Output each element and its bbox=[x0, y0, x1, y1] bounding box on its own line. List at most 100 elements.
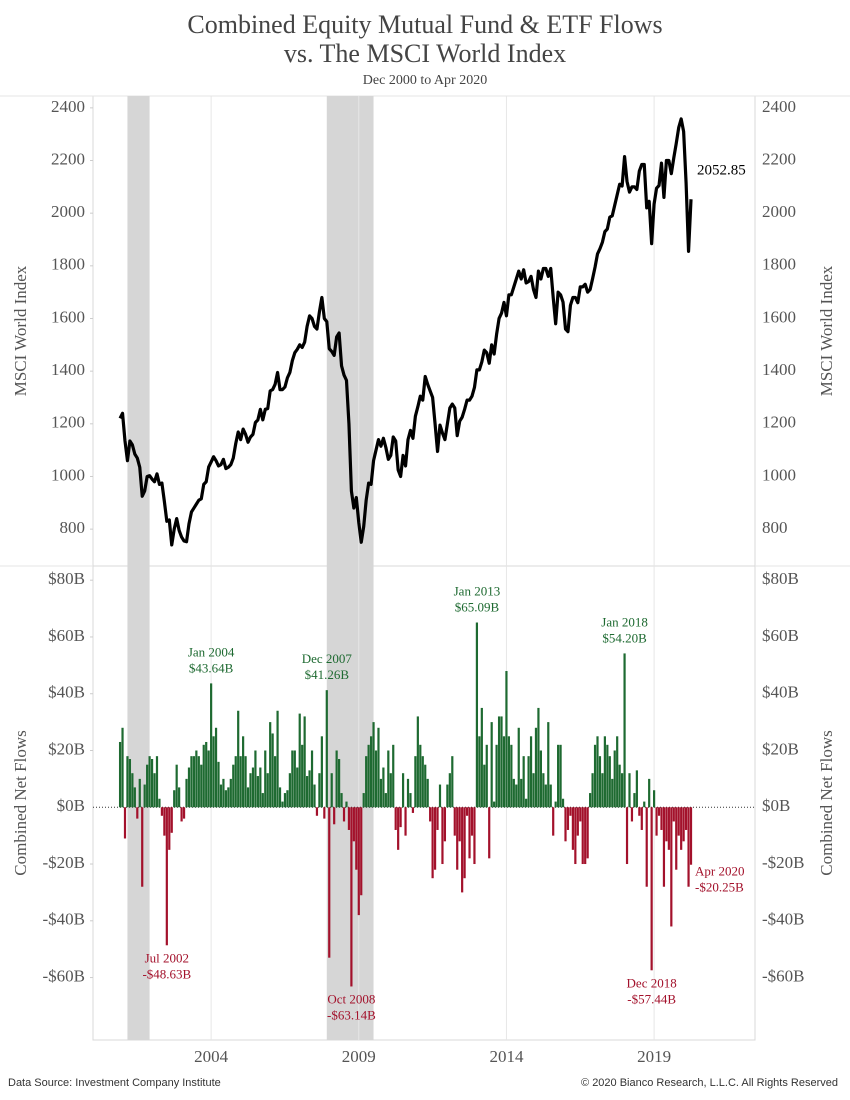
flow-bar bbox=[200, 764, 203, 808]
flow-bar bbox=[653, 790, 656, 808]
flow-bar bbox=[397, 807, 400, 850]
flow-bar bbox=[630, 807, 634, 822]
flow-bar bbox=[618, 764, 621, 808]
y2-tick-label: -$20B bbox=[762, 853, 805, 872]
flow-bar bbox=[493, 801, 496, 808]
copyright: © 2020 Bianco Research, L.L.C. All Right… bbox=[581, 1077, 838, 1089]
annotation-value: -$57.44B bbox=[627, 991, 676, 1006]
flow-bar bbox=[274, 756, 277, 808]
flow-bar bbox=[441, 807, 444, 865]
flow-bar bbox=[682, 807, 685, 842]
plot-frame bbox=[92, 95, 756, 1041]
y-tick-label: -$20B bbox=[43, 853, 86, 872]
flow-bar bbox=[633, 793, 636, 808]
flow-bar bbox=[192, 756, 195, 808]
flow-bar bbox=[387, 750, 390, 808]
y-tick-label: $40B bbox=[48, 683, 85, 702]
y2-tick-label: 1200 bbox=[762, 413, 796, 432]
y2-axis-title: MSCI World Index bbox=[817, 265, 836, 396]
flow-bar bbox=[379, 778, 383, 808]
flow-bar bbox=[180, 807, 183, 822]
flow-bar bbox=[613, 750, 616, 808]
annotation-value: -$63.14B bbox=[327, 1007, 376, 1022]
flow-bar bbox=[296, 767, 299, 808]
y2-tick-label: $20B bbox=[762, 739, 799, 758]
y-tick-label: $80B bbox=[48, 569, 85, 588]
y-tick-label: 1400 bbox=[51, 360, 85, 379]
flow-bar bbox=[640, 807, 643, 830]
flow-bar bbox=[256, 776, 259, 808]
annotation-value: $43.64B bbox=[189, 660, 234, 675]
annotation-value: $54.20B bbox=[602, 630, 647, 645]
flow-bar bbox=[451, 756, 454, 808]
source: Data Source: Investment Company Institut… bbox=[8, 1077, 221, 1089]
flow-bar bbox=[205, 741, 208, 808]
y-tick-label: 1000 bbox=[51, 465, 85, 484]
flow-bar bbox=[389, 773, 392, 808]
flow-bar bbox=[552, 807, 555, 836]
flow-bar bbox=[571, 807, 574, 850]
flow-bar bbox=[377, 727, 380, 808]
flow-bar bbox=[485, 744, 488, 808]
flow-bar bbox=[591, 773, 594, 808]
flow-bar bbox=[517, 727, 520, 808]
flow-bar bbox=[333, 807, 336, 825]
flow-bar bbox=[131, 773, 134, 808]
flow-bar bbox=[520, 778, 523, 808]
flow-bar bbox=[308, 770, 311, 808]
flow-bar bbox=[465, 807, 469, 816]
flow-bar bbox=[227, 787, 230, 808]
flow-bar bbox=[217, 761, 220, 808]
flow-bar bbox=[579, 807, 582, 822]
flow-bar bbox=[677, 807, 680, 836]
flow-bar bbox=[293, 750, 296, 808]
flow-bar bbox=[355, 807, 358, 870]
y2-tick-label: -$40B bbox=[762, 910, 805, 929]
flow-bar bbox=[537, 707, 540, 808]
y2-tick-label: -$60B bbox=[762, 966, 805, 985]
flow-bar bbox=[165, 807, 168, 946]
flow-bar bbox=[625, 807, 629, 865]
flow-bar bbox=[581, 807, 584, 865]
flow-bar bbox=[564, 807, 567, 842]
flow-bar bbox=[529, 736, 533, 808]
value-annotation: 2052.85 bbox=[697, 163, 746, 179]
flow-bar bbox=[655, 807, 658, 836]
flow-bar bbox=[672, 807, 675, 822]
flow-bar bbox=[436, 807, 439, 830]
annotation-date: Dec 2018 bbox=[627, 975, 677, 990]
flow-bar bbox=[512, 778, 515, 808]
flow-bar bbox=[475, 622, 479, 808]
flow-bar bbox=[237, 710, 240, 808]
y2-tick-label: 1400 bbox=[762, 360, 796, 379]
y2-tick-label: 2000 bbox=[762, 202, 796, 221]
flow-bar bbox=[232, 764, 235, 808]
chart-title: vs. The MSCI World Index bbox=[284, 39, 566, 68]
flow-bar bbox=[335, 750, 338, 808]
flow-bar bbox=[369, 736, 373, 808]
flow-bar bbox=[367, 744, 370, 808]
flow-bar bbox=[539, 750, 542, 808]
flow-bar bbox=[665, 807, 668, 842]
flow-bar bbox=[662, 807, 666, 887]
flow-bar bbox=[544, 784, 547, 808]
flow-bar bbox=[596, 736, 599, 808]
x-tick-label: 2014 bbox=[489, 1047, 524, 1066]
flow-bar bbox=[357, 807, 360, 916]
flow-bar bbox=[185, 778, 188, 808]
flow-bar bbox=[424, 764, 427, 808]
y2-tick-label: 2400 bbox=[762, 97, 796, 116]
flow-bar bbox=[128, 759, 132, 808]
flow-bar bbox=[224, 790, 227, 808]
flow-bar bbox=[429, 807, 432, 822]
flow-bar bbox=[207, 750, 210, 808]
flow-bar bbox=[547, 722, 550, 808]
flow-bar bbox=[214, 727, 218, 808]
flow-bar bbox=[229, 778, 232, 808]
flow-bar bbox=[276, 710, 279, 808]
flow-bar bbox=[141, 807, 144, 887]
flow-bar bbox=[254, 750, 257, 808]
flow-bar bbox=[660, 807, 663, 830]
flow-bar bbox=[153, 773, 156, 808]
